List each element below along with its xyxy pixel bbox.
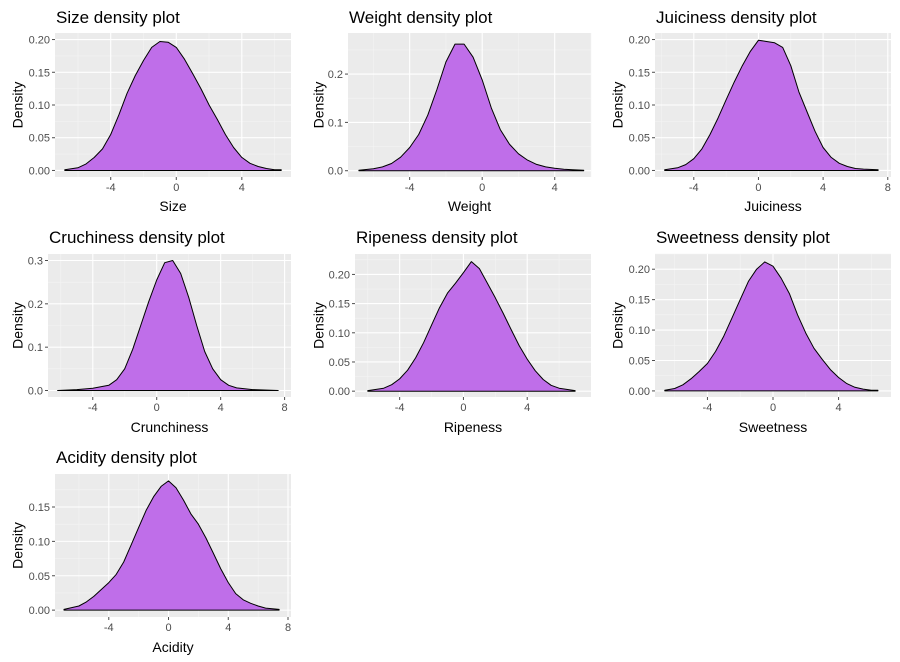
- x-tick-label: 8: [285, 622, 291, 634]
- x-tick-label: 4: [835, 402, 841, 414]
- density-panel-5: -4 0 4 0.00 0.05 0.10 0.15 0.20 Ripeness density…: [311, 228, 591, 435]
- y-tick-label: 0.15: [629, 295, 650, 307]
- y-tick-label: 0.00: [629, 165, 650, 177]
- x-axis-title: Size: [159, 198, 186, 214]
- plot-title: Size density plot: [56, 8, 180, 27]
- y-tick-label: 0.15: [29, 67, 50, 79]
- y-axis-title: Density: [10, 82, 26, 129]
- y-tick-label: 0.2: [28, 299, 43, 311]
- y-axis-title: Density: [311, 82, 327, 129]
- y-tick-label: 0.0: [28, 386, 43, 398]
- density-panel-2: -4 0 4 0.0 0.1 0.2 Weight density plot Weight De…: [311, 8, 592, 214]
- plot-title: Sweetness density plot: [656, 228, 830, 247]
- y-tick-label: 0.05: [29, 571, 50, 583]
- x-tick-label: -4: [405, 182, 415, 194]
- y-tick-label: 0.0: [328, 166, 343, 178]
- y-axis-title: Density: [10, 302, 26, 349]
- x-tick-label: -4: [88, 402, 98, 414]
- density-area: [64, 41, 282, 171]
- x-axis-title: Crunchiness: [131, 419, 209, 435]
- y-tick-label: 0.05: [329, 357, 350, 369]
- x-tick-label: 4: [225, 622, 231, 634]
- y-tick-label: 0.15: [29, 502, 50, 514]
- x-tick-label: 0: [173, 182, 179, 194]
- x-tick-label: -4: [703, 402, 713, 414]
- y-tick-label: 0.15: [629, 67, 650, 79]
- x-tick-label: 0: [755, 182, 761, 194]
- y-tick-label: 0.10: [29, 100, 50, 112]
- x-tick-label: -4: [689, 182, 699, 194]
- density-area: [664, 261, 879, 392]
- x-tick-label: -4: [104, 622, 114, 634]
- density-area: [664, 39, 879, 171]
- y-tick-label: 0.2: [328, 69, 343, 81]
- plot-title: Juiciness density plot: [656, 8, 817, 27]
- x-tick-label: 0: [479, 182, 485, 194]
- x-tick-label: 4: [552, 182, 558, 194]
- x-tick-label: 0: [460, 402, 466, 414]
- x-tick-label: -4: [395, 402, 405, 414]
- x-tick-label: -4: [106, 182, 116, 194]
- y-tick-label: 0.10: [629, 100, 650, 112]
- y-axis-title: Density: [311, 302, 327, 349]
- y-tick-label: 0.00: [329, 386, 350, 398]
- y-tick-label: 0.10: [29, 536, 50, 548]
- x-axis-title: Weight: [448, 198, 491, 214]
- y-tick-label: 0.1: [28, 342, 43, 354]
- y-tick-label: 0.10: [629, 325, 650, 337]
- x-tick-label: 4: [218, 402, 224, 414]
- x-tick-label: 0: [770, 402, 776, 414]
- plot-title: Cruchiness density plot: [49, 228, 225, 247]
- density-panel-7: -4 0 4 8 0.00 0.05 0.10 0.15 Acidity density plo…: [10, 448, 291, 655]
- y-tick-label: 0.15: [329, 299, 350, 311]
- density-panel-4: -4 0 4 8 0.0 0.1 0.2 0.3 Cruchiness density plot…: [10, 228, 291, 435]
- plot-title: Acidity density plot: [56, 448, 197, 467]
- y-tick-label: 0.00: [29, 165, 50, 177]
- x-axis-title: Ripeness: [444, 419, 502, 435]
- density-panel-3: -4 0 4 8 0.00 0.05 0.10 0.15 0.20 Juiciness densi…: [610, 8, 891, 214]
- y-tick-label: 0.20: [629, 35, 650, 47]
- density-area: [358, 43, 585, 172]
- y-tick-label: 0.00: [629, 386, 650, 398]
- y-tick-label: 0.00: [29, 605, 50, 617]
- y-tick-label: 0.05: [629, 133, 650, 145]
- x-tick-label: 8: [885, 182, 891, 194]
- density-area: [367, 261, 576, 392]
- density-area: [57, 260, 279, 391]
- x-tick-label: 4: [239, 182, 245, 194]
- density-panel-6: -4 0 4 0.00 0.05 0.10 0.15 0.20 Sweetness densit…: [610, 228, 891, 435]
- y-tick-label: 0.05: [629, 355, 650, 367]
- plot-title: Ripeness density plot: [356, 228, 518, 247]
- x-tick-label: 0: [154, 402, 160, 414]
- y-tick-label: 0.20: [329, 269, 350, 281]
- y-tick-label: 0.20: [629, 264, 650, 276]
- plot-title: Weight density plot: [349, 8, 493, 27]
- x-axis-title: Acidity: [152, 639, 193, 655]
- density-area: [63, 480, 280, 611]
- x-tick-label: 0: [165, 622, 171, 634]
- x-axis-title: Juiciness: [744, 198, 802, 214]
- density-panel-1: -4 0 4 0.00 0.05 0.10 0.15 0.20 Size density plo…: [10, 8, 291, 214]
- y-tick-label: 0.3: [28, 256, 43, 268]
- x-tick-label: 4: [524, 402, 530, 414]
- y-axis-title: Density: [10, 522, 26, 569]
- y-axis-title: Density: [610, 302, 626, 349]
- y-tick-label: 0.20: [29, 35, 50, 47]
- y-axis-title: Density: [610, 82, 626, 129]
- x-tick-label: 8: [282, 402, 288, 414]
- y-tick-label: 0.05: [29, 133, 50, 145]
- y-tick-label: 0.10: [329, 328, 350, 340]
- y-tick-label: 0.1: [328, 117, 343, 129]
- x-axis-title: Sweetness: [739, 419, 807, 435]
- x-tick-label: 4: [820, 182, 826, 194]
